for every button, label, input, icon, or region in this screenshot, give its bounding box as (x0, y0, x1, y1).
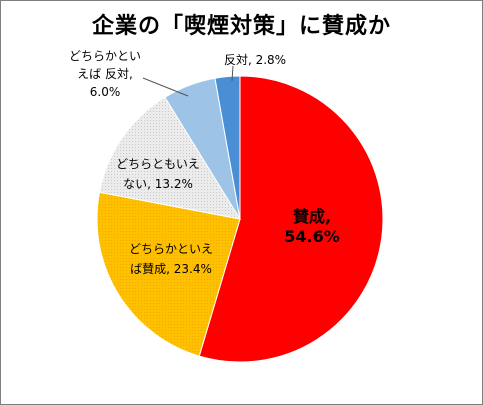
pie-slice-oppose (214, 75, 241, 220)
pie-label-line: ば賛成, 23.4% (130, 262, 212, 276)
leader-line-oppose (231, 65, 234, 82)
pie-label-line: 賛成, (293, 207, 331, 226)
pie-slice-neutral (98, 96, 242, 220)
chart-title: 企業の「喫煙対策」に賛成か (91, 14, 391, 39)
pie-label-neutral: どちらともいえない, 13.2% (116, 157, 200, 191)
pie-label-line: どちらかとい (69, 49, 141, 63)
pie-label-line: 54.6% (284, 227, 340, 246)
pie-label-somewhat-oppose: どちらかといえば 反対, 6.0% (69, 49, 141, 99)
pie-label-oppose: 反対, 2.8% (224, 53, 286, 67)
pie-label-line: どちらかといえ (129, 242, 213, 256)
pie-slice-agree (198, 75, 384, 363)
pie-label-line: ない, 13.2% (123, 177, 193, 191)
leader-line-somewhat-oppose (142, 77, 189, 97)
pie-label-line: えば 反対, (77, 67, 133, 81)
pie-label-agree: 賛成, 54.6% (284, 207, 340, 246)
pie-label-line: 6.0% (90, 85, 121, 99)
pie-label-line: 反対, 2.8% (224, 53, 286, 67)
pie-label-somewhat-agree: どちらかといえば賛成, 23.4% (129, 242, 213, 276)
pie-slice-somewhat-agree (96, 191, 241, 357)
pie-label-line: どちらともいえ (116, 157, 200, 171)
